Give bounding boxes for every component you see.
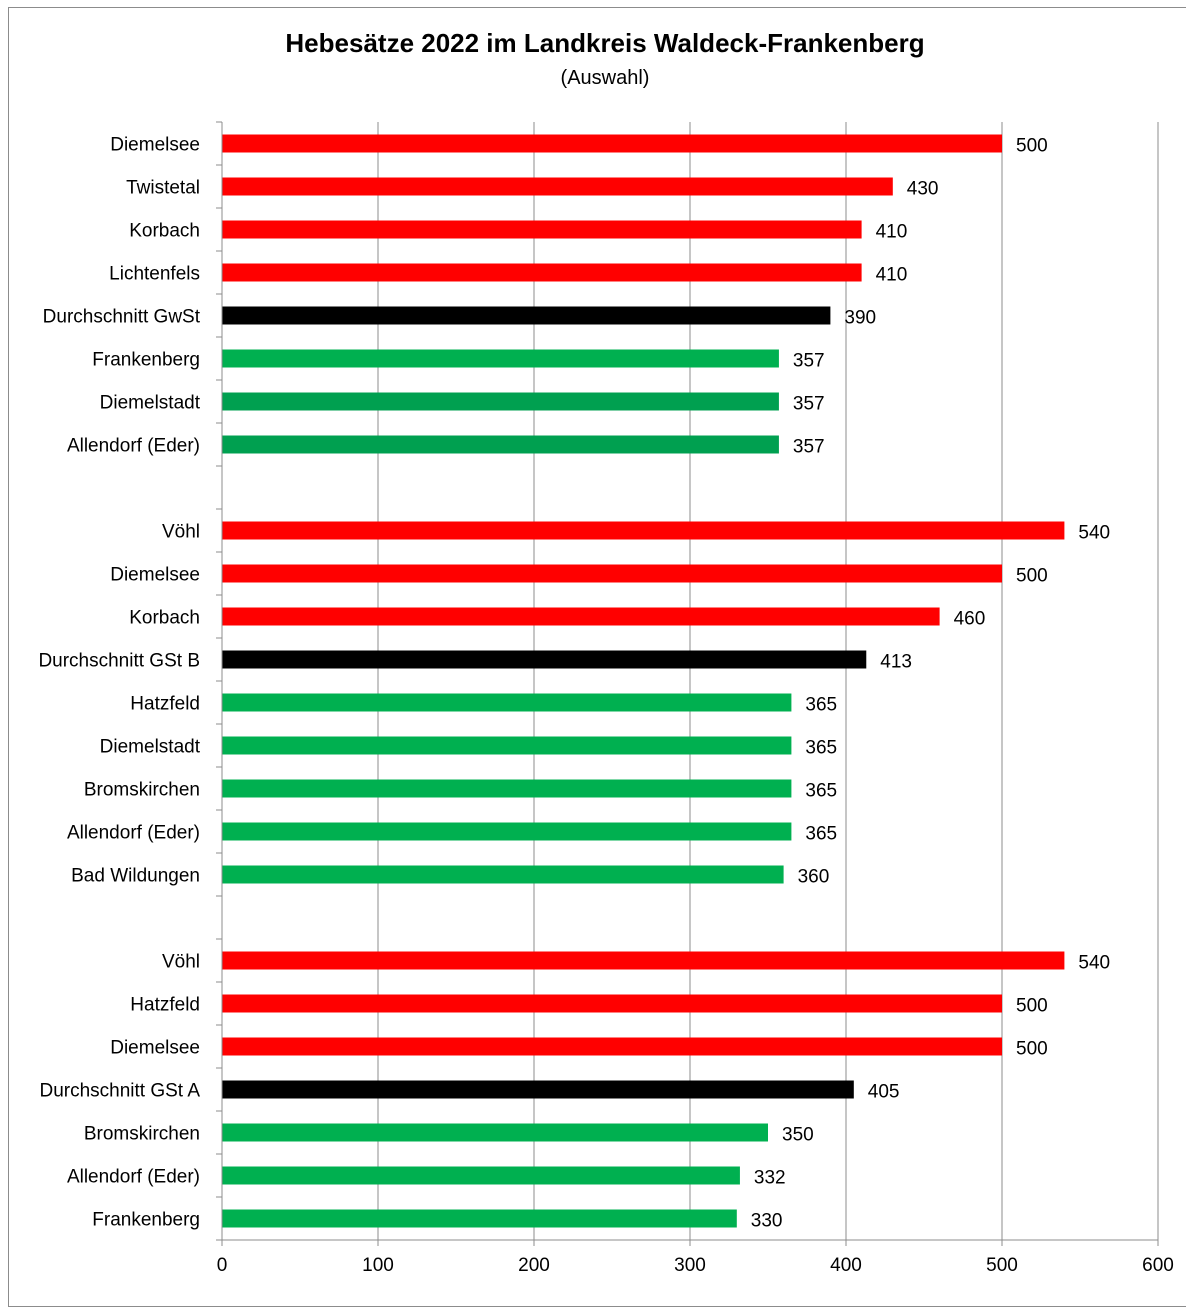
gridlines — [377, 122, 1159, 1240]
bar — [222, 693, 792, 712]
bar — [222, 1166, 740, 1185]
category-label: Frankenberg — [92, 350, 200, 371]
data-label: 365 — [805, 824, 837, 845]
bars-group — [222, 134, 1065, 1228]
category-label: Diemelsee — [110, 135, 200, 156]
x-tick-label: 0 — [217, 1255, 228, 1276]
category-label: Korbach — [129, 608, 200, 629]
data-label: 357 — [793, 351, 825, 372]
category-label: Diemelstadt — [100, 737, 201, 758]
bar — [222, 994, 1002, 1013]
bar — [222, 177, 893, 196]
bar — [222, 736, 792, 755]
chart-title: Hebesätze 2022 im Landkreis Waldeck-Fran… — [285, 28, 925, 58]
data-label: 460 — [954, 609, 986, 630]
bar — [222, 822, 792, 841]
category-label: Lichtenfels — [109, 264, 200, 285]
category-label: Korbach — [129, 221, 200, 242]
bar — [222, 607, 940, 626]
category-label: Vöhl — [162, 952, 200, 973]
bar — [222, 564, 1002, 583]
bar — [222, 1123, 768, 1142]
data-label: 500 — [1016, 1039, 1048, 1060]
category-label: Durchschnitt GSt B — [38, 651, 200, 672]
data-label: 410 — [876, 222, 908, 243]
data-label: 430 — [907, 179, 939, 200]
bar — [222, 951, 1065, 970]
category-label: Diemelsee — [110, 1038, 200, 1059]
data-label: 405 — [868, 1082, 900, 1103]
data-label: 332 — [754, 1168, 786, 1189]
x-tick-label: 400 — [830, 1255, 862, 1276]
data-label: 357 — [793, 437, 825, 458]
bar — [222, 435, 779, 454]
data-label: 357 — [793, 394, 825, 415]
category-label: Diemelstadt — [100, 393, 201, 414]
category-label: Twistetal — [126, 178, 200, 199]
category-label: Bromskirchen — [84, 780, 200, 801]
category-label: Allendorf (Eder) — [67, 436, 200, 457]
bar — [222, 220, 862, 239]
bar — [222, 1080, 854, 1099]
category-label: Bromskirchen — [84, 1124, 200, 1145]
category-label: Diemelsee — [110, 565, 200, 586]
category-label: Durchschnitt GwSt — [43, 307, 201, 328]
axes — [216, 121, 1159, 1246]
chart-subtitle: (Auswahl) — [560, 67, 650, 89]
category-label: Frankenberg — [92, 1210, 200, 1231]
x-tick-label: 500 — [986, 1255, 1018, 1276]
data-label: 390 — [844, 308, 876, 329]
bar — [222, 349, 779, 368]
data-label: 350 — [782, 1125, 814, 1146]
data-label: 410 — [876, 265, 908, 286]
data-label: 365 — [805, 695, 837, 716]
category-label: Hatzfeld — [130, 694, 200, 715]
category-label: Hatzfeld — [130, 995, 200, 1016]
bar — [222, 1209, 737, 1228]
x-tick-label: 600 — [1142, 1255, 1174, 1276]
data-label: 540 — [1078, 953, 1110, 974]
x-tick-label: 200 — [518, 1255, 550, 1276]
data-label: 365 — [805, 738, 837, 759]
bar — [222, 1037, 1002, 1056]
bar — [222, 521, 1065, 540]
bar — [222, 263, 862, 282]
category-label: Allendorf (Eder) — [67, 1167, 200, 1188]
data-label: 540 — [1078, 523, 1110, 544]
data-label: 413 — [880, 652, 912, 673]
category-label: Bad Wildungen — [71, 866, 200, 887]
category-label: Vöhl — [162, 522, 200, 543]
bar — [222, 865, 784, 884]
bar — [222, 134, 1002, 153]
category-label: Durchschnitt GSt A — [39, 1081, 200, 1102]
bar — [222, 650, 867, 669]
data-label: 330 — [751, 1211, 783, 1232]
data-label: 365 — [805, 781, 837, 802]
bar — [222, 306, 831, 325]
data-label: 360 — [798, 867, 830, 888]
category-label: Allendorf (Eder) — [67, 823, 200, 844]
x-tick-label: 300 — [674, 1255, 706, 1276]
data-label: 500 — [1016, 566, 1048, 587]
x-tick-label: 100 — [362, 1255, 394, 1276]
labels-group: 0 100 200 300 400 500 600 Diemelsee 500 Twistetal… — [38, 135, 1173, 1277]
data-label: 500 — [1016, 136, 1048, 157]
bar — [222, 392, 779, 411]
data-label: 500 — [1016, 996, 1048, 1017]
bar — [222, 779, 792, 798]
